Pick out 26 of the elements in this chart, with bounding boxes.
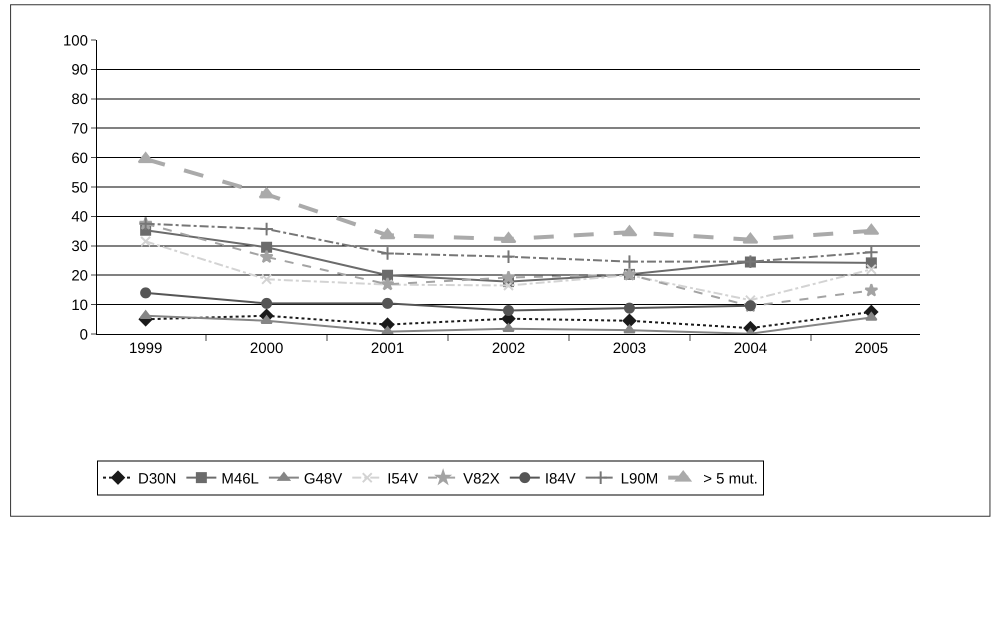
y-tick-label: 70 [71, 120, 88, 138]
y-tick-label: 60 [71, 150, 88, 167]
y-tick-label: 100 [62, 32, 88, 50]
legend-label: G48V [304, 470, 342, 488]
legend-label: > 5 mut. [703, 470, 758, 488]
y-tick-label: 30 [71, 238, 88, 256]
x-tick-label: 2003 [612, 340, 646, 357]
legend-label: V82X [463, 470, 500, 488]
x-tick-label: 2004 [734, 340, 768, 357]
y-tick-label: 10 [71, 296, 88, 314]
y-tick-label: 80 [71, 91, 88, 108]
x-tick-label: 1999 [128, 340, 162, 357]
legend-label: M46L [221, 470, 259, 488]
y-tick-label: 0 [80, 326, 88, 344]
x-tick-label: 2005 [854, 340, 888, 357]
y-tick-label: 90 [71, 62, 88, 79]
legend-label: D30N [138, 470, 176, 488]
x-tick-label: 2001 [370, 340, 404, 357]
legend-label: L90M [620, 470, 658, 488]
x-tick-label: 2002 [492, 340, 526, 357]
x-tick-label: 2000 [250, 340, 284, 357]
y-tick-label: 20 [71, 267, 88, 284]
legend-label: I84V [544, 470, 576, 488]
y-tick-label: 50 [71, 179, 88, 196]
legend-label: I54V [387, 470, 418, 488]
y-tick-label: 40 [71, 208, 88, 226]
